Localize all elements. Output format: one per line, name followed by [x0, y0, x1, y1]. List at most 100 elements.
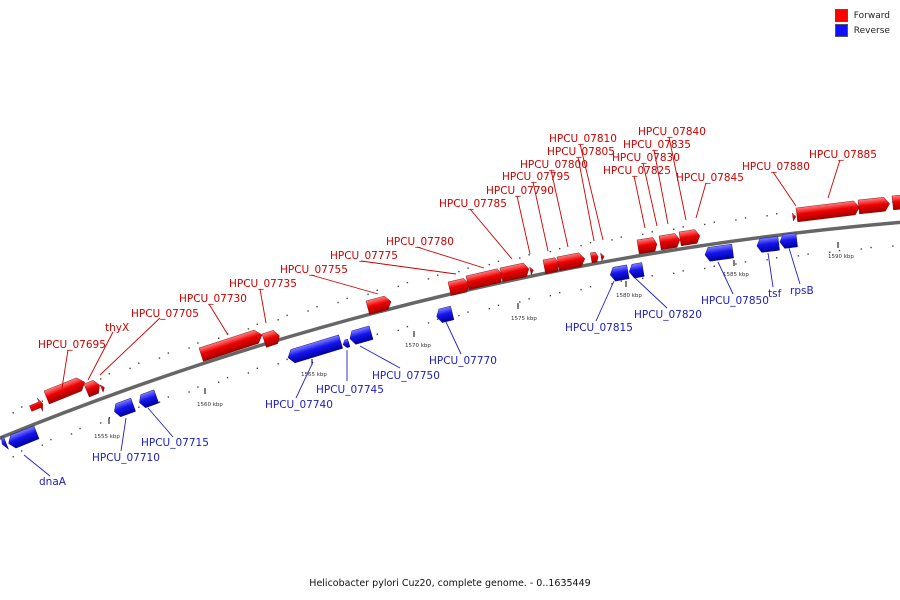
minor-tick-dot — [50, 438, 52, 441]
minor-tick-dot — [611, 283, 613, 285]
minor-tick-dot — [519, 257, 521, 259]
minor-tick-dot — [397, 329, 399, 332]
gene-forward — [365, 295, 392, 315]
minor-tick-dot — [744, 217, 747, 219]
minor-tick-dot — [682, 270, 684, 272]
minor-tick-dot — [218, 381, 220, 383]
minor-tick-dot — [427, 322, 430, 324]
minor-tick-dot — [129, 367, 131, 370]
minor-tick-dot — [247, 372, 250, 374]
forward-gene-labels: HPCU_07695 thyX HPCU_07705 HPCU_07730 HP… — [38, 126, 877, 351]
kbp-tick-labels: 1555 kbp 1560 kbp 1565 kbp 1570 kbp 1575… — [94, 254, 854, 440]
minor-tick-dot — [346, 297, 348, 300]
gene-label-hpcu-07710: HPCU_07710 — [92, 452, 160, 464]
minor-tick-dot — [488, 263, 490, 266]
tick-label-1560: 1560 kbp — [197, 402, 223, 408]
minor-tick-dot — [218, 337, 220, 339]
gene-forward — [891, 194, 900, 211]
gene-reverse — [1, 435, 9, 450]
gene-forward — [857, 197, 890, 215]
reverse-swatch — [834, 24, 848, 37]
gene-forward — [636, 237, 658, 255]
minor-tick-dot — [197, 342, 199, 344]
gene-reverse — [756, 236, 780, 253]
forward-leader-lines — [61, 136, 841, 389]
minor-tick-dot — [776, 213, 778, 215]
reverse-gene-labels: dnaA HPCU_07710 HPCU_07715 HPCU_07740 HP… — [39, 285, 814, 488]
minor-tick-dot — [79, 427, 81, 430]
minor-tick-dot — [704, 267, 706, 270]
minor-tick-dot — [12, 412, 14, 414]
legend-item-reverse: Reverse — [834, 23, 890, 38]
minor-tick-dot — [437, 274, 439, 276]
gene-forward — [499, 262, 530, 282]
minor-tick-dot — [528, 254, 530, 256]
gene-label-hpcu-07740: HPCU_07740 — [265, 399, 333, 411]
minor-tick-dot — [458, 270, 460, 273]
minor-tick-dot — [559, 291, 561, 294]
minor-tick-dot — [286, 314, 288, 317]
minor-tick-dot — [12, 456, 14, 458]
tick-label-1570: 1570 kbp — [405, 343, 431, 349]
minor-tick-dot — [497, 260, 500, 262]
minor-tick-dot — [108, 373, 111, 375]
minor-tick-dot — [589, 286, 592, 288]
minor-tick-dot — [611, 239, 613, 241]
minor-tick-dot — [559, 247, 561, 250]
tick-label-1575: 1575 kbp — [511, 316, 537, 322]
gene-label-hpcu-07850: HPCU_07850 — [701, 295, 769, 307]
minor-tick-dot — [704, 223, 706, 226]
minor-tick-dot — [41, 444, 43, 446]
gene-label-hpcu-07800: HPCU_07800 — [520, 159, 588, 171]
tick-label-1580: 1580 kbp — [616, 293, 642, 299]
minor-tick-dot — [807, 253, 809, 255]
minor-tick-dot — [138, 362, 140, 364]
gene-label-hpcu-07745: HPCU_07745 — [316, 384, 384, 396]
minor-tick-dot — [337, 301, 339, 304]
gene-forward — [465, 268, 503, 290]
legend-label-forward: Forward — [853, 10, 890, 21]
minor-tick-dot — [528, 298, 530, 300]
minor-tick-dot — [776, 257, 778, 259]
minor-tick-dot — [188, 391, 190, 393]
minor-tick-dot — [519, 301, 521, 303]
minor-tick-dot — [188, 347, 190, 349]
minor-tick-dot — [766, 215, 768, 217]
minor-tick-dot — [226, 376, 229, 379]
minor-tick-dot — [467, 311, 469, 313]
tick-label-1555: 1555 kbp — [94, 434, 120, 440]
minor-tick-dot — [549, 294, 552, 297]
forward-swatch — [834, 9, 848, 22]
gene-label-hpcu-07885: HPCU_07885 — [809, 149, 877, 161]
minor-tick-dot — [21, 450, 23, 452]
gene-reverse — [349, 325, 374, 345]
minor-tick-dot — [138, 406, 140, 408]
minor-tick-dot — [21, 406, 23, 408]
reverse-leader-lines — [23, 247, 801, 477]
gene-forward — [529, 266, 534, 276]
legend: Forward Reverse — [834, 8, 890, 38]
minor-tick-dot — [256, 367, 258, 369]
gene-reverse — [436, 305, 455, 323]
minor-tick-dot — [100, 378, 102, 380]
minor-tick-dot — [277, 319, 279, 321]
gene-reverse — [628, 262, 645, 279]
gene-label-hpcu-07810: HPCU_07810 — [549, 133, 617, 145]
minor-tick-dot — [735, 219, 737, 221]
minor-tick-dot — [467, 267, 469, 269]
gene-reverse — [8, 425, 40, 449]
minor-tick-dot — [744, 261, 747, 263]
gene-reverse — [609, 264, 630, 282]
gene-label-hpcu-07825: HPCU_07825 — [603, 165, 671, 177]
minor-tick-dot — [682, 226, 684, 228]
minor-tick-dot — [713, 265, 715, 267]
gene-label-hpcu-07790: HPCU_07790 — [486, 185, 554, 197]
gene-label-hpcu-07835: HPCU_07835 — [623, 139, 691, 151]
gene-label-hpcu-07815: HPCU_07815 — [565, 322, 633, 334]
gene-forward — [590, 251, 599, 264]
minor-tick-dot — [158, 357, 161, 359]
minor-tick-dot — [580, 244, 582, 247]
minor-tick-dot — [860, 248, 862, 250]
tick-label-1585: 1585 kbp — [723, 272, 749, 278]
